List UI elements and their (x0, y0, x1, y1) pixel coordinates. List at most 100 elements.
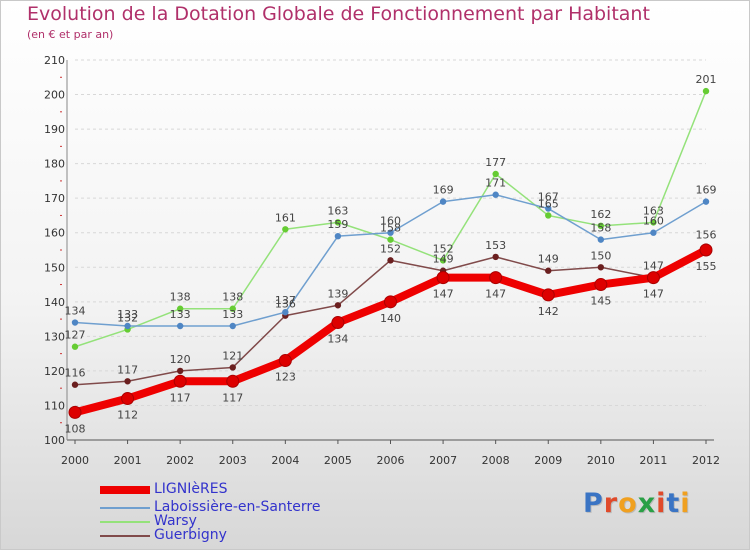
data-point (226, 374, 240, 388)
data-point (436, 271, 450, 285)
data-label: 117 (222, 391, 243, 404)
x-tick-label: 2009 (534, 454, 562, 467)
legend-item-warsy: Warsy (100, 513, 360, 529)
proxiti-logo: Proxiti (583, 488, 691, 519)
x-tick-label: 2006 (377, 454, 405, 467)
data-label: 169 (696, 184, 717, 197)
data-point (439, 198, 447, 205)
logo-letter: x (637, 488, 657, 519)
data-point (492, 191, 499, 198)
data-label: 133 (117, 308, 138, 321)
data-label: 133 (170, 308, 191, 321)
data-label: 160 (380, 215, 401, 228)
data-label: 120 (170, 353, 191, 366)
legend-swatch (100, 521, 150, 523)
legend-swatch (100, 507, 150, 509)
data-label: 136 (275, 298, 296, 311)
data-point (334, 232, 342, 240)
data-label: 158 (590, 222, 611, 235)
data-label: 147 (643, 288, 664, 301)
data-point (282, 226, 289, 233)
y-tick-label: 190 (44, 123, 65, 136)
x-tick-label: 2002 (166, 454, 194, 467)
data-point (646, 271, 660, 285)
data-point (594, 278, 608, 292)
data-label: 159 (327, 218, 348, 231)
data-point (68, 405, 82, 419)
y-tick-label: 210 (44, 54, 65, 67)
data-point (492, 170, 499, 178)
data-point (699, 243, 713, 257)
data-point (282, 308, 289, 316)
data-label: 145 (590, 295, 611, 308)
legend-item-laboissiere: Laboissière-en-Santerre (100, 499, 360, 515)
data-label: 117 (117, 363, 138, 376)
chart-title: Evolution de la Dotation Globale de Fonc… (27, 3, 650, 25)
y-tick-label: 180 (44, 158, 65, 171)
data-point (176, 322, 184, 330)
data-point (384, 295, 397, 309)
data-point (121, 392, 135, 406)
legend-label: Laboissière-en-Santerre (154, 499, 321, 515)
logo-letter: r (603, 488, 619, 519)
logo-letter: o (618, 488, 638, 519)
x-tick-label: 2007 (429, 454, 457, 467)
data-label: 165 (538, 197, 559, 210)
data-point (124, 322, 131, 330)
data-label: 121 (222, 349, 243, 362)
data-point (71, 319, 79, 326)
data-point (387, 257, 394, 264)
x-tick-label: 2011 (639, 454, 667, 467)
data-label: 153 (485, 239, 506, 252)
legend-label: LIGNIèRES (154, 481, 228, 497)
y-tick-label: 200 (44, 89, 65, 102)
data-label-layer: 108 112 117 117 123 134 140 147 147 142 145 147 155 1… (65, 73, 717, 435)
data-point (71, 343, 79, 350)
data-label: 116 (65, 367, 86, 380)
legend-swatch (100, 535, 150, 537)
data-label: 142 (538, 305, 559, 318)
data-label: 147 (485, 288, 506, 301)
y-tick-label: 170 (44, 192, 65, 205)
data-label: 108 (65, 422, 86, 435)
x-tick-label: 2008 (482, 454, 510, 467)
data-point (334, 302, 342, 309)
legend-item-guerbigny: Guerbigny (100, 527, 360, 543)
data-point (597, 264, 605, 271)
data-label: 156 (696, 229, 717, 242)
data-label: 161 (275, 211, 296, 224)
data-point (650, 219, 657, 226)
data-point (489, 271, 503, 285)
x-tick-label: 2000 (61, 454, 89, 467)
data-point (176, 305, 184, 312)
logo-letter: P (583, 488, 604, 519)
data-label: 163 (643, 204, 664, 217)
data-label: 138 (170, 291, 191, 304)
data-label: 149 (538, 253, 559, 266)
data-point (702, 198, 710, 205)
data-point (278, 354, 292, 368)
y-tick-label: 150 (44, 261, 65, 274)
data-point (545, 212, 552, 219)
series-line (71, 246, 710, 417)
data-label: 152 (380, 242, 401, 255)
data-label: 139 (327, 287, 348, 300)
data-point (541, 288, 555, 302)
data-label: 127 (65, 329, 86, 342)
x-tick-label: 2004 (271, 454, 299, 467)
y-tick-label: 100 (44, 434, 65, 447)
data-point (597, 222, 605, 230)
data-label: 147 (643, 260, 664, 273)
data-point (545, 205, 552, 212)
data-point (387, 229, 394, 236)
data-label: 137 (275, 294, 296, 307)
logo-letter: t (666, 488, 681, 519)
legend-label: Guerbigny (154, 527, 227, 543)
data-label: 201 (696, 73, 717, 86)
data-label: 149 (433, 253, 454, 266)
data-point (545, 267, 552, 274)
series-layer (68, 87, 713, 419)
legend-swatch (100, 486, 150, 494)
data-point (334, 219, 342, 226)
